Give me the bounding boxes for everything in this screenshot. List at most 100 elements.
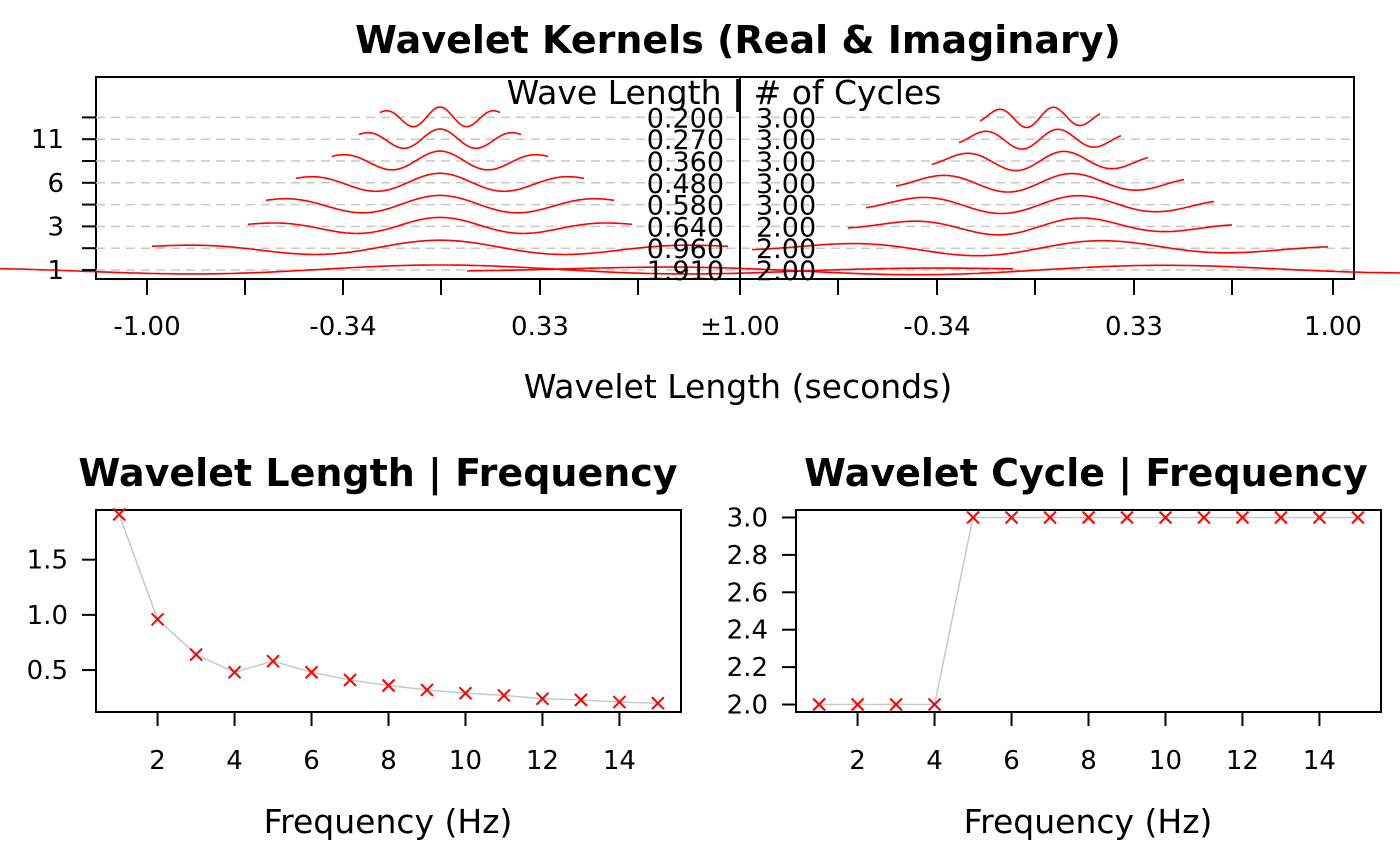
scatter-x-tick-label: 2	[849, 746, 866, 776]
length-chart-title: Wavelet Length | Frequency	[78, 451, 677, 496]
kernel-imaginary-curve	[847, 217, 1233, 236]
scatter-plot-frame	[795, 509, 1382, 713]
kernel-real-curve	[247, 216, 633, 235]
kernel-wave-length-label: 0.200	[647, 103, 724, 134]
kernel-wave-length-label: 0.960	[647, 234, 724, 265]
kernels-y-tick-label: 6	[47, 169, 64, 199]
scatter-point-marker	[1081, 510, 1096, 525]
scatter-connector-line	[819, 516, 1358, 706]
kernel-wave-length-label: 0.640	[647, 212, 724, 243]
kernels-x-tick-label: -1.00	[113, 312, 180, 342]
kernels-x-axis-title: Wavelet Length (seconds)	[524, 367, 952, 406]
scatter-point-marker	[889, 697, 903, 712]
kernel-real-curve	[331, 150, 549, 171]
kernels-y-tick-label: 3	[47, 212, 64, 242]
scatter-point-marker	[1235, 510, 1250, 525]
scatter-point-marker	[1120, 510, 1134, 525]
scatter-point-marker	[227, 665, 242, 679]
kernel-cycles-label: 3.00	[756, 147, 816, 178]
kernel-imaginary-curve	[751, 239, 1329, 257]
scatter-y-tick-label: 3.0	[727, 503, 768, 533]
kernel-imaginary-curve	[466, 264, 1400, 276]
scatter-x-tick-label: 8	[380, 746, 397, 776]
scatter-point-marker	[458, 686, 473, 700]
scatter-y-tick-label: 1.0	[27, 601, 68, 631]
kernels-x-tick-label: ±1.00	[700, 312, 780, 342]
kernel-real-curve	[358, 128, 522, 150]
kernel-wave-length-label: 0.480	[647, 169, 724, 200]
scatter-point-marker	[266, 654, 280, 668]
scatter-x-tick-label: 4	[226, 746, 243, 776]
scatter-y-tick-label: 2.4	[727, 616, 768, 646]
scatter-y-tick-label: 2.2	[727, 653, 768, 683]
scatter-point-marker	[612, 695, 627, 709]
kernels-plot-frame	[95, 76, 1355, 280]
kernels-y-tick-label: 1	[47, 256, 64, 286]
kernel-real-curve	[295, 172, 585, 193]
kernels-x-tick-label: 0.33	[1105, 312, 1163, 342]
kernel-real-curve	[151, 239, 729, 256]
scatter-y-tick-label: 0.5	[27, 656, 68, 686]
scatter-x-tick-label: 6	[1003, 746, 1020, 776]
scatter-point-marker	[651, 696, 665, 710]
scatter-point-marker	[381, 678, 396, 693]
scatter-point-marker	[1004, 510, 1019, 525]
kernel-real-curve	[0, 264, 1014, 275]
kernel-cycles-label: 3.00	[756, 125, 816, 156]
scatter-point-marker	[420, 683, 434, 697]
scatter-y-tick-label: 2.0	[727, 691, 768, 721]
scatter-point-marker	[343, 673, 357, 687]
kernels-y-tick-label: 11	[31, 125, 64, 155]
kernel-cycles-label: 3.00	[756, 191, 816, 222]
scatter-y-tick-label: 1.5	[27, 546, 68, 576]
scatter-point-marker	[574, 693, 588, 707]
kernel-cycles-label: 2.00	[756, 234, 816, 265]
scatter-x-tick-label: 14	[1303, 746, 1336, 776]
scatter-x-tick-label: 10	[1149, 746, 1182, 776]
scatter-point-marker	[535, 692, 550, 706]
scatter-x-tick-label: 6	[303, 746, 320, 776]
scatter-x-tick-label: 14	[603, 746, 636, 776]
scatter-point-marker	[850, 697, 865, 712]
kernels-x-tick-label: 0.33	[511, 312, 569, 342]
scatter-x-tick-label: 12	[526, 746, 559, 776]
scatter-point-marker	[927, 697, 942, 712]
kernels-x-tick-label: -0.34	[309, 312, 376, 342]
scatter-point-marker	[150, 612, 165, 626]
kernel-cycles-label: 2.00	[756, 256, 816, 287]
scatter-point-marker	[1158, 510, 1173, 525]
scatter-x-tick-label: 8	[1080, 746, 1097, 776]
kernel-wave-length-label: 0.360	[647, 147, 724, 178]
scatter-point-marker	[1351, 510, 1365, 525]
scatter-point-marker	[812, 697, 826, 712]
scatter-point-marker	[966, 510, 980, 525]
cycle-x-axis-title: Frequency (Hz)	[964, 802, 1213, 841]
kernel-wave-length-label: 0.580	[647, 191, 724, 222]
scatter-point-marker	[1312, 510, 1327, 525]
scatter-point-marker	[1197, 510, 1211, 525]
kernel-imaginary-curve	[865, 194, 1215, 215]
kernel-cycles-label: 3.00	[756, 169, 816, 200]
kernel-cycles-label: 3.00	[756, 103, 816, 134]
scatter-point-marker	[189, 647, 203, 662]
kernel-imaginary-curve	[958, 128, 1122, 150]
kernel-imaginary-curve	[931, 150, 1149, 172]
scatter-y-tick-label: 2.8	[727, 541, 768, 571]
kernel-wave-length-label: 1.910	[647, 256, 724, 287]
scatter-point-marker	[112, 507, 126, 522]
length-x-axis-title: Frequency (Hz)	[264, 802, 513, 841]
scatter-x-tick-label: 12	[1226, 746, 1259, 776]
kernel-real-curve	[379, 106, 501, 128]
kernels-chart-title: Wavelet Kernels (Real & Imaginary)	[355, 18, 1121, 62]
kernel-wave-length-label: 0.270	[647, 125, 724, 156]
scatter-point-marker	[497, 688, 511, 703]
scatter-x-tick-label: 2	[149, 746, 166, 776]
kernels-subtitle: Wave Length | # of Cycles	[507, 73, 942, 112]
scatter-point-marker	[1274, 510, 1288, 525]
kernel-cycles-label: 2.00	[756, 212, 816, 243]
kernels-x-tick-label: -0.34	[903, 312, 970, 342]
kernel-imaginary-curve	[979, 106, 1101, 129]
kernel-real-curve	[265, 194, 615, 214]
cycle-chart-title: Wavelet Cycle | Frequency	[804, 451, 1368, 496]
